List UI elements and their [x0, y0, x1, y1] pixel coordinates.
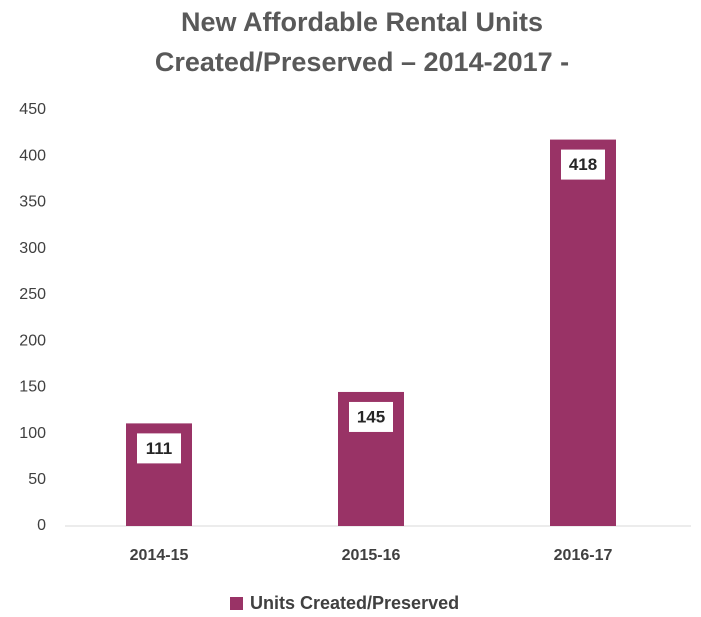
x-tick-label: 2016-17	[554, 547, 613, 564]
value-label-box	[137, 433, 181, 464]
y-tick-label: 400	[19, 147, 46, 164]
value-label: 418	[569, 155, 597, 174]
value-label: 111	[146, 439, 173, 458]
y-tick-label: 100	[19, 425, 46, 442]
legend-label: Units Created/Preserved	[250, 593, 459, 613]
x-tick-label: 2015-16	[342, 547, 401, 564]
y-tick-label: 50	[28, 471, 46, 488]
y-tick-label: 450	[19, 101, 46, 118]
chart-title: Created/Preserved – 2014-2017 -	[155, 47, 569, 77]
value-label: 145	[357, 407, 385, 426]
value-label-box	[561, 149, 605, 180]
chart-title: New Affordable Rental Units	[181, 7, 543, 37]
x-tick-label: 2014-15	[130, 547, 189, 564]
bar	[550, 139, 616, 527]
y-tick-label: 300	[19, 240, 46, 257]
y-tick-label: 200	[19, 332, 46, 349]
y-tick-label: 0	[37, 517, 46, 534]
value-label-box	[349, 401, 393, 432]
y-tick-label: 250	[19, 286, 46, 303]
y-tick-label: 350	[19, 194, 46, 211]
y-tick-label: 150	[19, 379, 46, 396]
legend-swatch	[230, 597, 243, 610]
